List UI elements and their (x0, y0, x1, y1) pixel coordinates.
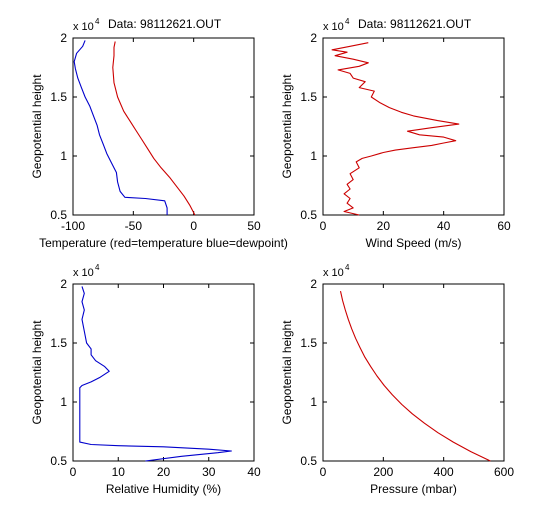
y-axis-label: Geopotential height (30, 320, 44, 425)
y-exponent-power: 4 (345, 263, 350, 272)
series-line-1 (79, 286, 232, 462)
axes-box (72, 37, 255, 216)
series-line-1 (112, 41, 196, 216)
axes-box (322, 283, 505, 462)
y-tick-label: 1 (60, 149, 67, 163)
y-exponent-power: 4 (95, 263, 100, 272)
x-tick-label: 30 (202, 465, 216, 479)
y-exponent-label: x 10 (323, 21, 344, 33)
y-tick-label: 2 (310, 31, 317, 45)
y-tick-label: 1.5 (50, 90, 67, 104)
y-tick-label: 1.5 (50, 336, 67, 350)
y-axis-label: Geopotential height (30, 74, 44, 179)
x-tick-label: 40 (437, 219, 451, 233)
x-tick-label: 0 (190, 219, 197, 233)
y-exponent-power: 4 (345, 17, 350, 26)
y-tick-label: 1 (310, 149, 317, 163)
x-tick-label: 0 (320, 219, 327, 233)
panel-3: 0 10 20 30 40 0.5 1 1.5 2 x 10 4 Relative Humidity … (30, 263, 261, 496)
y-exponent-label: x 10 (73, 267, 94, 279)
y-tick-label: 2 (310, 277, 317, 291)
y-tick-label: 0.5 (300, 454, 317, 468)
x-axis-label: Wind Speed (m/s) (365, 236, 461, 250)
y-axis-label: Geopotential height (280, 320, 294, 425)
x-tick-label: 40 (247, 465, 261, 479)
x-tick-label: 50 (247, 219, 261, 233)
x-tick-label: 60 (497, 219, 511, 233)
y-tick-label: 0.5 (300, 208, 317, 222)
chart-title: Data: 98112621.OUT (358, 17, 472, 31)
x-tick-label: 20 (377, 219, 391, 233)
panel-1: -100 -50 0 50 0.5 1 1.5 2 x 10 4 Data: 98112621.OU… (30, 17, 288, 250)
y-exponent-label: x 10 (73, 21, 94, 33)
x-tick-label: 200 (373, 465, 393, 479)
x-tick-label: 400 (434, 465, 454, 479)
x-tick-label: 20 (157, 465, 171, 479)
y-exponent-power: 4 (95, 17, 100, 26)
y-tick-label: 1.5 (300, 336, 317, 350)
x-axis-label: Relative Humidity (%) (106, 482, 221, 496)
x-axis-label: Pressure (mbar) (370, 482, 457, 496)
x-tick-label: 600 (494, 465, 514, 479)
x-tick-label: -100 (61, 219, 85, 233)
series-line-1 (339, 290, 491, 462)
x-tick-label: 10 (112, 465, 126, 479)
axes-box (322, 37, 505, 216)
y-tick-label: 1 (310, 395, 317, 409)
x-tick-label: 0 (70, 465, 77, 479)
panel-2: 0 20 40 60 0.5 1 1.5 2 x 10 4 Data: 98112621.OUT Wi… (280, 17, 511, 250)
y-tick-label: 0.5 (50, 454, 67, 468)
chart-title: Data: 98112621.OUT (108, 17, 222, 31)
y-tick-label: 1 (60, 395, 67, 409)
y-tick-label: 0.5 (50, 208, 67, 222)
x-tick-label: -50 (125, 219, 143, 233)
y-tick-label: 2 (60, 31, 67, 45)
panel-4: 0 200 400 600 0.5 1 1.5 2 x 10 4 Pressure (mbar) Ge… (280, 263, 514, 496)
y-tick-label: 2 (60, 277, 67, 291)
y-exponent-label: x 10 (323, 267, 344, 279)
y-tick-label: 1.5 (300, 90, 317, 104)
series-line-1 (331, 42, 460, 216)
panels: -100 -50 0 500.511.52x 10 4 Data: 98112621.OU… (30, 17, 514, 496)
x-tick-label: 0 (320, 465, 327, 479)
y-axis-label: Geopotential height (280, 74, 294, 179)
x-axis-label: Temperature (red=temperature blue=dewpoi… (39, 236, 288, 250)
series-line-2 (73, 40, 168, 215)
